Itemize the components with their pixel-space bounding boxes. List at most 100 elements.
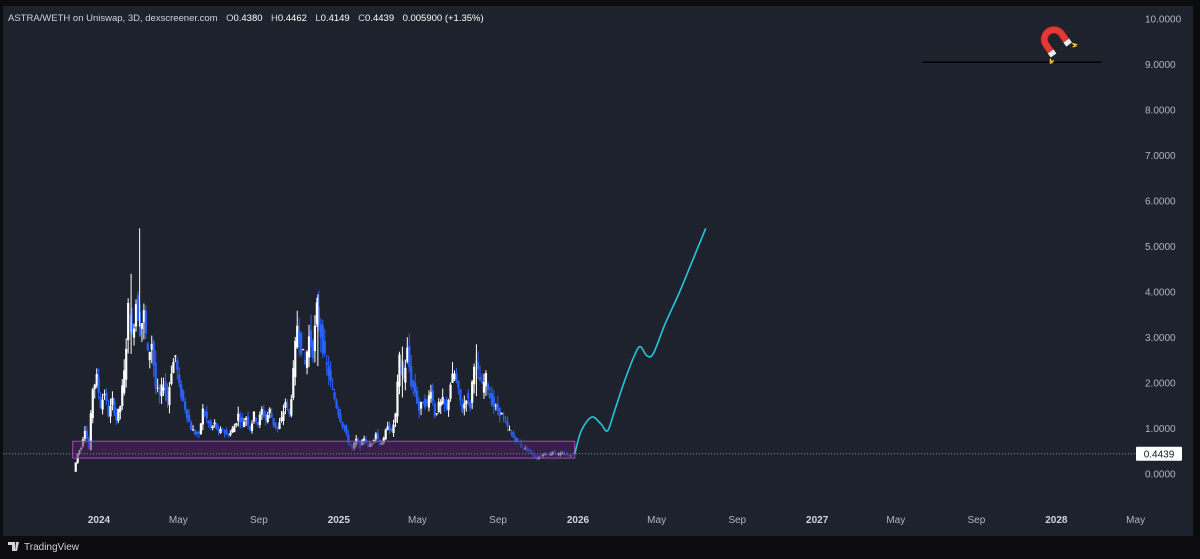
legend-text: ASTRA/WETH on Uniswap, 3D, dexscreener.c…	[8, 8, 484, 25]
candle	[276, 426, 279, 433]
price-axis[interactable]: 10.0000 9.0000 8.0000 7.0000 6.0000 5.0000 4.0…	[1145, 15, 1182, 481]
candle	[484, 370, 488, 396]
candle	[186, 409, 189, 424]
x-tick-label: May	[408, 515, 427, 526]
candle	[250, 420, 254, 434]
candle	[337, 406, 340, 419]
candle	[237, 406, 240, 427]
candle	[455, 367, 458, 384]
candle	[490, 386, 493, 407]
candle	[311, 338, 315, 363]
candle	[469, 399, 472, 412]
candle	[239, 411, 242, 429]
candle	[388, 420, 391, 434]
candle	[148, 351, 151, 369]
current-price-label: 0.4439	[1136, 446, 1182, 461]
candle	[119, 405, 122, 420]
candle	[140, 323, 144, 342]
current-price-value: 0.4439	[1144, 449, 1175, 460]
candle	[459, 388, 462, 406]
candle	[256, 421, 260, 428]
candle	[215, 422, 218, 430]
tradingview-logo[interactable]: TradingView	[8, 542, 80, 553]
candle	[286, 399, 289, 411]
x-tick-label: 2025	[328, 515, 351, 526]
support-zone[interactable]	[72, 440, 576, 459]
candle	[498, 407, 501, 423]
time-axis[interactable]: 2024 May Sep 2025 May Sep 2026 May Sep 2027 May Sep…	[88, 515, 1145, 526]
candle	[144, 305, 147, 340]
candle	[193, 428, 197, 436]
candle	[294, 336, 297, 386]
candle	[441, 388, 444, 405]
tradingview-brand: TradingView	[24, 542, 80, 553]
candle	[292, 360, 295, 401]
candle	[136, 291, 140, 322]
candle	[339, 408, 342, 424]
candle	[123, 359, 126, 396]
candle	[134, 299, 138, 332]
candle	[307, 324, 311, 368]
candle	[473, 363, 476, 394]
candle	[288, 408, 291, 418]
candle	[412, 379, 415, 396]
candle	[305, 350, 309, 375]
candle	[504, 415, 507, 424]
y-tick-label: 10.0000	[1145, 15, 1182, 26]
candle	[241, 413, 244, 429]
candle	[282, 404, 285, 426]
candle	[184, 397, 187, 414]
candle	[197, 430, 201, 438]
candle	[298, 317, 301, 357]
candle	[496, 396, 499, 416]
candle	[150, 335, 153, 364]
y-tick-label: 0.0000	[1145, 470, 1176, 481]
candle	[406, 337, 409, 364]
candle	[127, 298, 130, 354]
candle	[260, 406, 263, 421]
candle	[207, 420, 210, 428]
candle	[315, 297, 318, 327]
y-tick-label: 7.0000	[1145, 151, 1176, 162]
candle	[195, 430, 199, 438]
high-value: 0.4462	[278, 13, 307, 24]
candle	[437, 398, 440, 414]
candle	[457, 380, 460, 395]
candle	[97, 368, 100, 400]
candle	[390, 428, 393, 432]
candle	[325, 354, 328, 376]
candle	[394, 412, 397, 428]
candle	[398, 351, 401, 395]
candle	[319, 318, 322, 353]
candle	[447, 398, 450, 417]
candle	[158, 384, 161, 404]
candle	[191, 425, 195, 431]
y-tick-label: 9.0000	[1145, 60, 1176, 71]
candle	[142, 303, 145, 340]
projection-curve[interactable]	[573, 227, 707, 455]
y-tick-label: 2.0000	[1145, 379, 1176, 390]
candle	[488, 386, 491, 399]
candle	[99, 392, 102, 409]
candle	[268, 407, 271, 419]
candle	[113, 397, 116, 417]
change-value: 0.005900 (+1.35%)	[403, 13, 484, 24]
candle	[180, 380, 183, 402]
candle	[449, 382, 452, 402]
candle	[408, 333, 411, 373]
x-tick-label: May	[1126, 515, 1145, 526]
candle	[174, 354, 177, 363]
candle	[404, 359, 407, 391]
candle	[333, 388, 336, 401]
candle	[172, 357, 175, 374]
candle	[463, 395, 466, 416]
candle	[264, 410, 267, 426]
candle	[115, 407, 118, 425]
candle	[431, 383, 434, 406]
candle	[482, 373, 486, 399]
candle	[392, 419, 395, 437]
candle	[309, 314, 313, 358]
x-tick-label: 2027	[806, 515, 829, 526]
candle	[223, 429, 226, 438]
